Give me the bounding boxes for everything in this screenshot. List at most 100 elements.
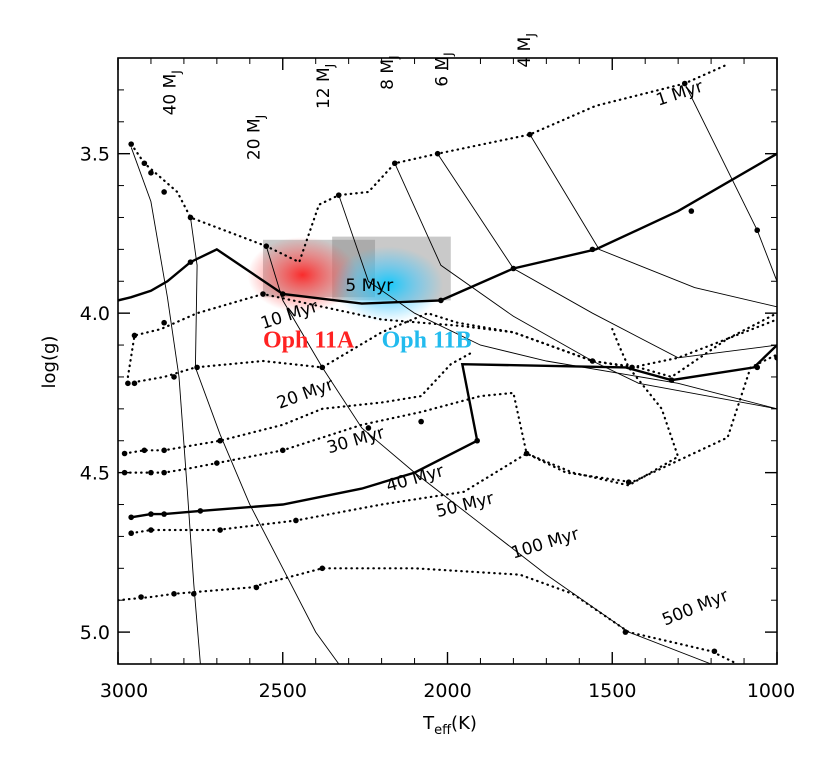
y-tick-label: 4.0 [80, 303, 110, 325]
grid-node [128, 141, 134, 147]
grid-node [217, 437, 223, 444]
y-tick-label: 5.0 [80, 622, 110, 644]
y-axis-label: log(g) [39, 336, 60, 389]
grid-node [510, 265, 517, 272]
isochrone-40-myr [131, 344, 777, 519]
grid-node [125, 380, 131, 387]
grid-node [474, 437, 480, 444]
isochrone-label-5-myr: 5 Myr [345, 276, 393, 296]
isochrone-100-myr [130, 353, 777, 535]
grid-node [161, 447, 167, 454]
x-tick-label: 1000 [747, 680, 795, 702]
oph-11a-label: Oph 11A [263, 327, 355, 353]
ticks-layer: 3000 2500 2000 1500 1000 3.5 4.0 4.5 5.0 [80, 58, 795, 702]
plot-frame [117, 57, 778, 665]
grid-node [253, 584, 260, 591]
grid-node [161, 511, 167, 517]
mass-label-12-mj: 12 MJ [314, 64, 337, 109]
grid-node [418, 418, 424, 425]
grid-node [214, 460, 220, 466]
grid-node [141, 160, 148, 167]
x-axis-label: Teff(K) [422, 713, 477, 738]
grid-node [688, 208, 695, 214]
grid-node [187, 214, 194, 221]
grid-node [589, 246, 596, 253]
grid-node [365, 425, 372, 431]
grid-node [711, 648, 718, 655]
grid-node [128, 530, 134, 537]
grid-node [260, 291, 266, 297]
isochrone-label-100-myr: 100 Myr [509, 524, 581, 563]
grid-node [319, 565, 326, 572]
isochrone-30-myr [123, 350, 475, 455]
grid-node [171, 374, 177, 380]
grid-node [625, 479, 632, 486]
x-tick-label: 2500 [259, 680, 307, 702]
grid-node [197, 508, 204, 514]
grid-node [171, 591, 177, 597]
isochrone-label-30-myr: 30 Myr [325, 423, 387, 458]
isochrone-1-myr [130, 63, 729, 264]
grid-node [128, 514, 134, 521]
grid-node [263, 243, 270, 249]
curves-layer [118, 63, 777, 664]
isochrone-label-50-myr: 50 Myr [434, 489, 496, 523]
grid-node [138, 594, 144, 600]
isochrone-20-myr [126, 312, 777, 385]
grid-node [279, 447, 286, 454]
grid-node [141, 447, 148, 454]
isochrone-label-1-myr: 1 Myr [654, 77, 706, 111]
grid-node [754, 364, 761, 371]
grid-node [754, 227, 761, 234]
grid-node [523, 450, 530, 457]
x-tick-label: 1500 [588, 680, 636, 702]
grid-node [668, 377, 675, 383]
mass-track-8-mj [338, 194, 777, 410]
mass-track-1-mj [684, 83, 777, 282]
mass-track-40-mj [130, 147, 201, 664]
isochrone-label-500-myr: 500 Myr [659, 586, 731, 631]
mass-label-40-mj: 40 MJ [161, 70, 184, 115]
grid-node [190, 591, 197, 597]
grid-node [161, 319, 167, 326]
grid-node [131, 332, 138, 339]
mass-label-20-mj: 20 MJ [245, 115, 268, 160]
grid-node [121, 450, 128, 457]
grid-node [293, 517, 299, 524]
grid-node [438, 297, 444, 304]
grid-node [391, 160, 398, 167]
isochrone-label-40-myr: 40 Myr [384, 461, 446, 496]
grid-node [187, 259, 194, 265]
oph-11a-glow [247, 236, 358, 313]
grid-node [148, 469, 154, 476]
x-tick-label: 3000 [100, 680, 148, 702]
mass-label-4-mj: 4 MJ [515, 33, 538, 67]
grid-node [161, 189, 167, 195]
mass-track-2-mj [529, 134, 777, 308]
oph-11b-label: Oph 11B [382, 327, 472, 353]
grid-node [161, 469, 167, 476]
mass-track-4-mj [437, 153, 777, 359]
isochrone-50-myr [123, 328, 680, 487]
y-tick-label: 3.5 [80, 144, 110, 166]
grid-node [629, 364, 635, 371]
grid-node [589, 358, 596, 364]
isochrone-500-myr [118, 567, 739, 664]
grid-node [527, 131, 533, 138]
grid-node [217, 527, 223, 533]
grid-node [279, 291, 286, 297]
grid-node [194, 364, 200, 371]
y-tick-label: 4.5 [80, 463, 110, 485]
x-tick-label: 2000 [423, 680, 471, 702]
grid-node [148, 511, 154, 517]
nodes-layer [121, 80, 777, 655]
grid-node [131, 380, 138, 387]
grid-node [434, 150, 441, 157]
grid-node [148, 527, 154, 533]
grid-node [148, 170, 154, 176]
grid-node [335, 192, 342, 198]
grid-node [681, 80, 688, 87]
mass-track-6-mj [394, 163, 777, 410]
